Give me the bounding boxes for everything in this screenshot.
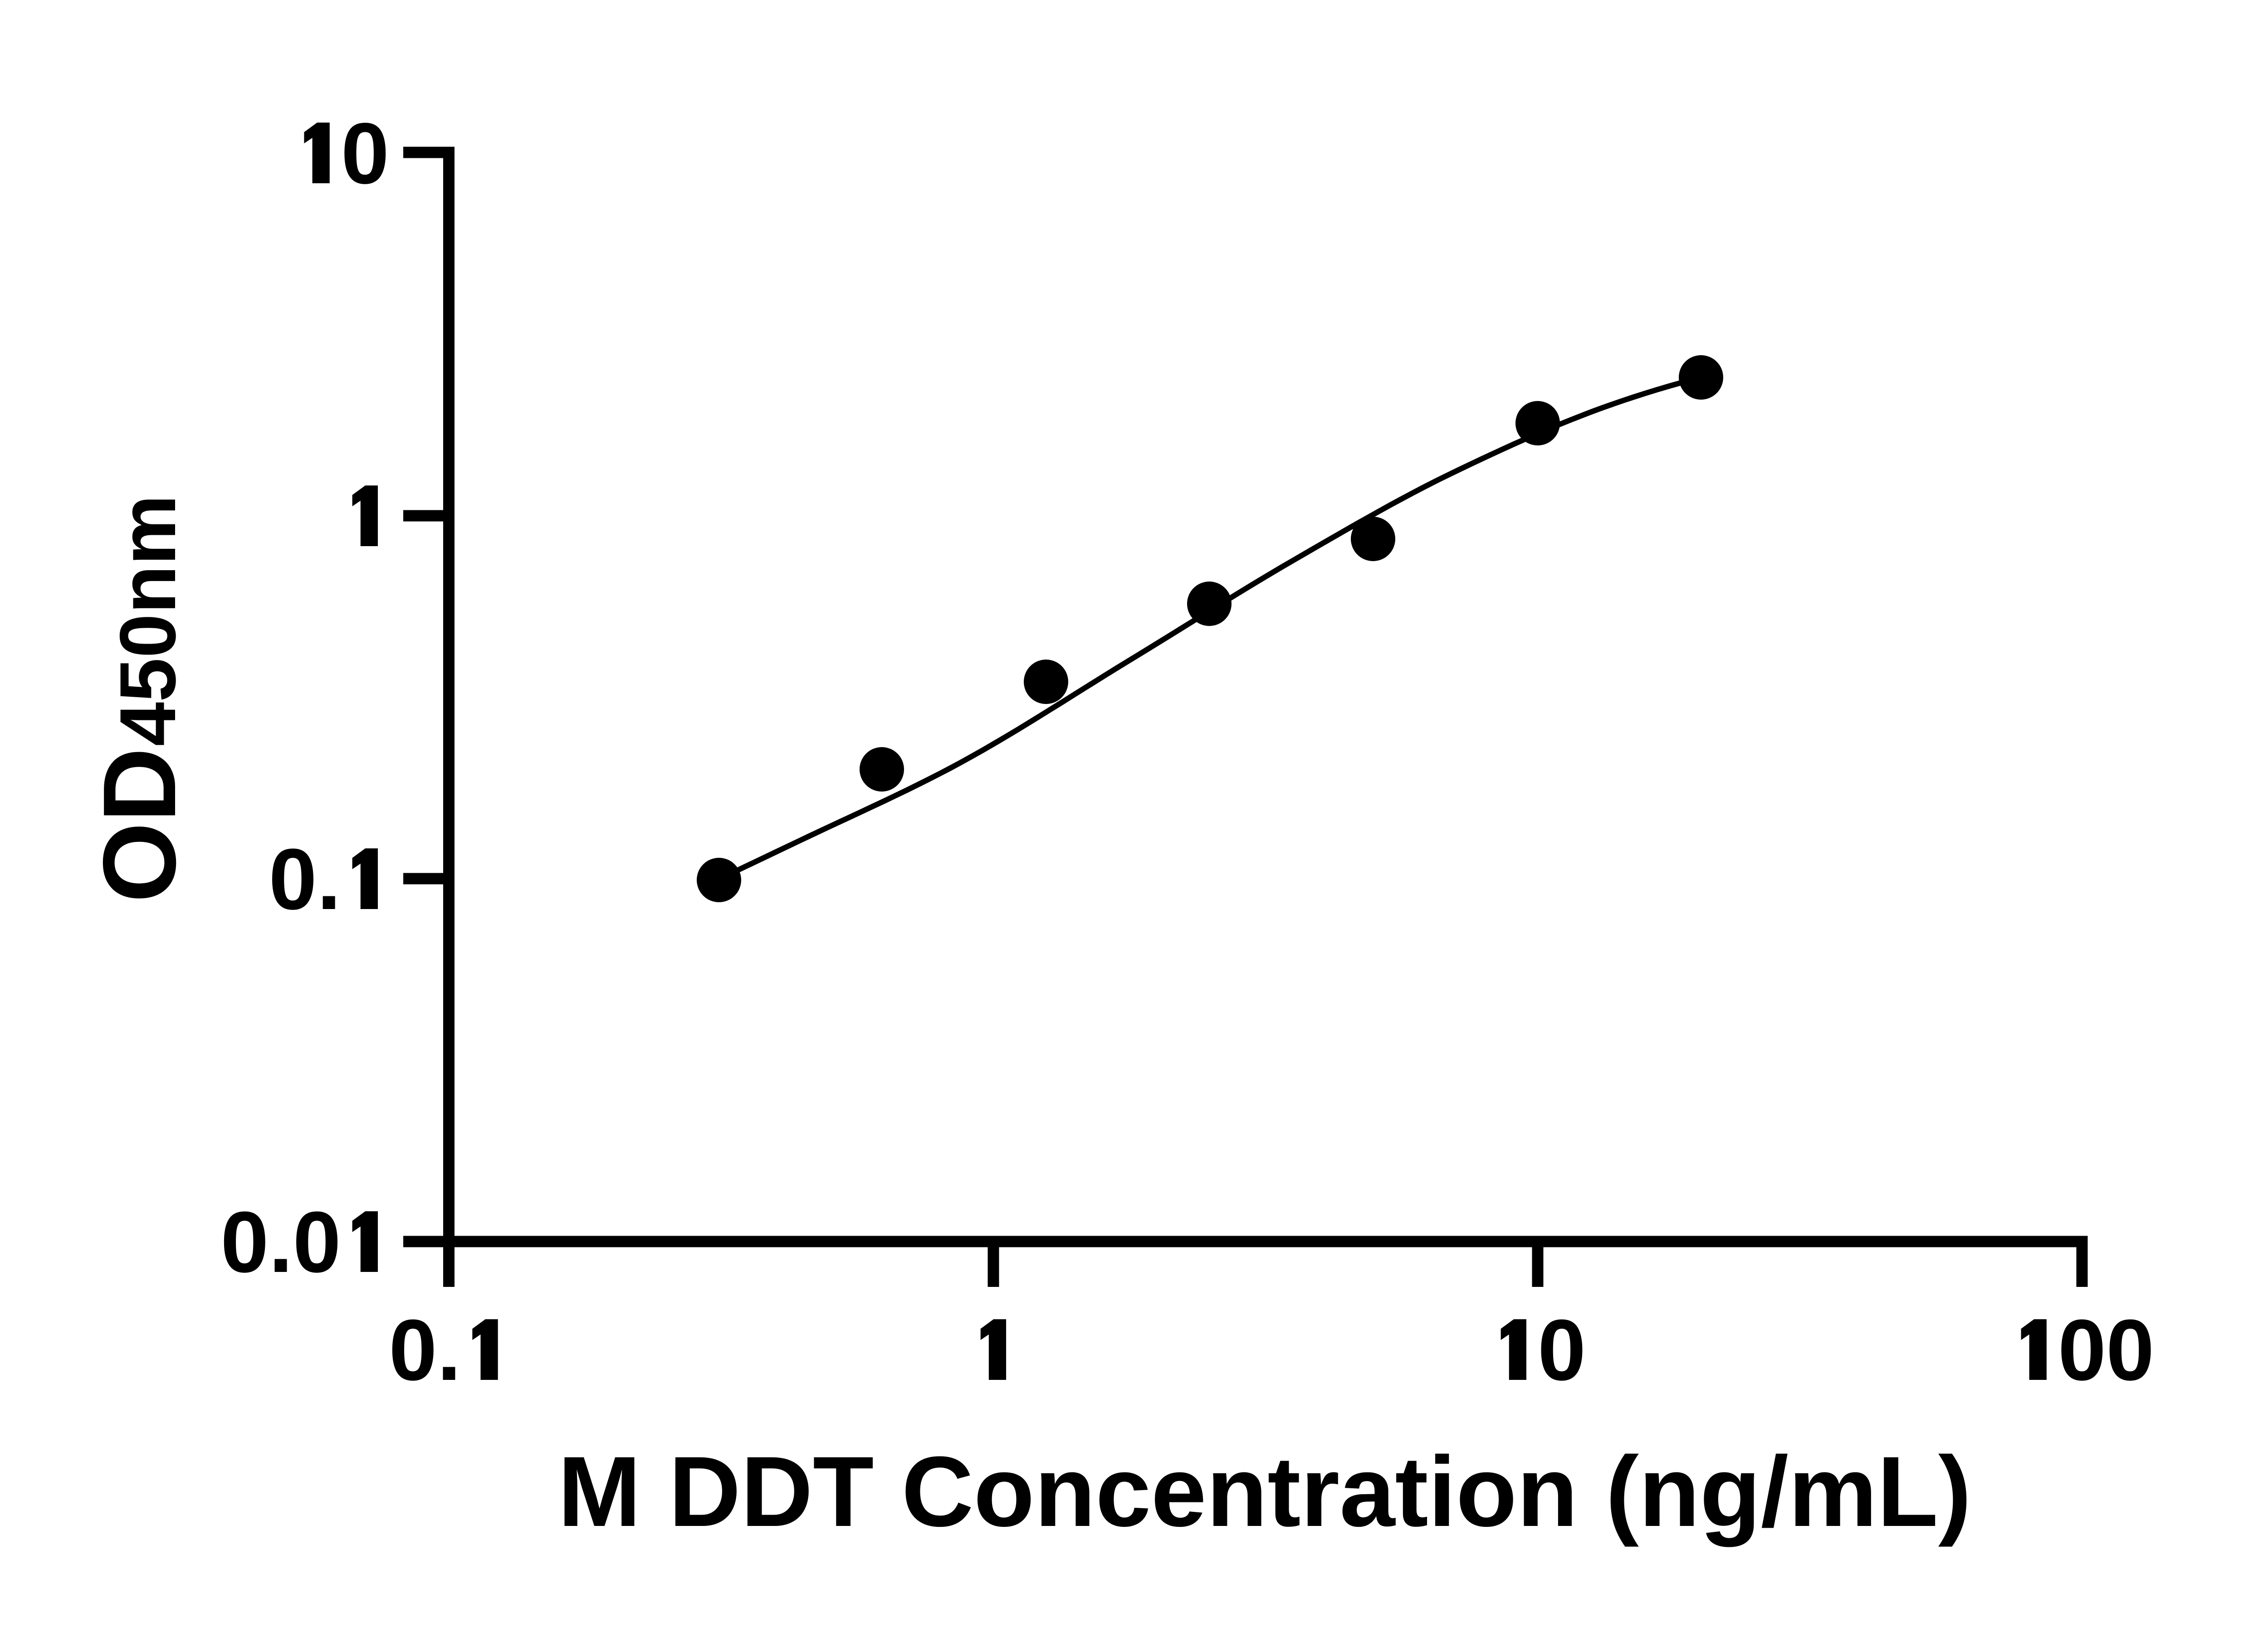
svg-text:00: 00 (2058, 1302, 2154, 1398)
svg-text:0.: 0. (389, 1302, 461, 1398)
svg-text:450nm: 450nm (104, 495, 192, 746)
svg-text:0: 0 (341, 105, 389, 202)
svg-text:OD: OD (82, 748, 197, 903)
svg-text:0.: 0. (269, 831, 341, 928)
svg-text:M DDT Concentration (ng/mL): M DDT Concentration (ng/mL) (558, 1436, 1971, 1547)
svg-text:0.0: 0.0 (220, 1194, 341, 1291)
svg-text:0: 0 (1538, 1302, 1586, 1398)
